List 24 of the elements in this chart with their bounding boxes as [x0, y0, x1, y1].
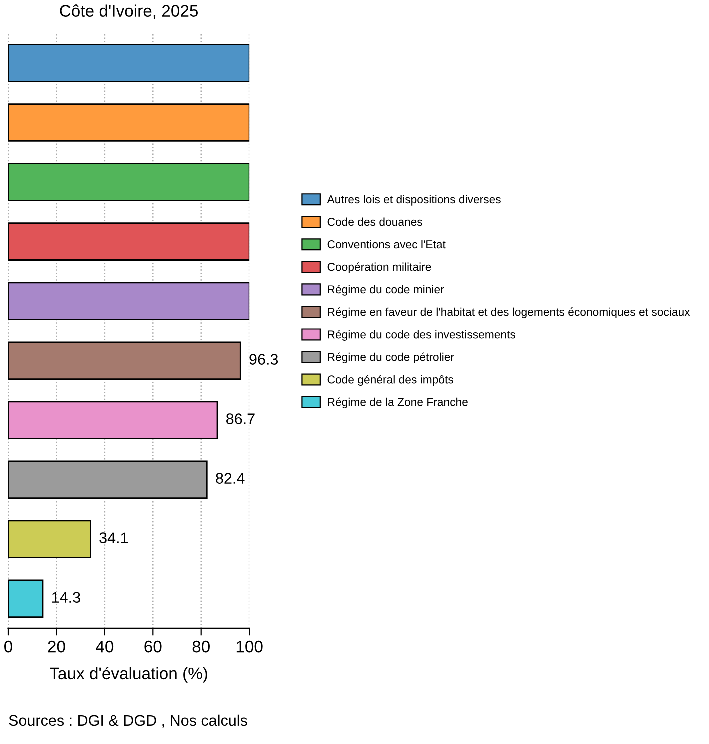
x-tick-label: 40: [96, 640, 114, 653]
x-tick-label: 0: [4, 640, 12, 653]
legend-label: Coopération militaire: [328, 262, 432, 274]
legend-label: Régime du code pétrolier: [328, 352, 454, 364]
legend-label: Code général des impôts: [328, 375, 454, 386]
legend-label: Régime de la Zone Franche: [328, 398, 468, 409]
legend-label: Régime du code minier: [328, 285, 444, 296]
legend-label: Régime du code des investissements: [328, 330, 516, 341]
chart-title: Côte d'Ivoire, 2025: [60, 4, 198, 19]
x-tick-label: 20: [48, 640, 66, 653]
legend-label: Régime en faveur de l'habitat et des logements économiques et sociaux: [328, 308, 690, 318]
text: 82.4: [216, 473, 245, 484]
legend-label: Conventions avec l'Etat: [328, 240, 446, 249]
x-tick-label: 100: [236, 640, 263, 653]
source-note: Sources : DGI & DGD , Nos calculs: [9, 714, 248, 728]
text: 86.7: [226, 414, 255, 424]
x-axis-title: Taux d'évaluation (%): [50, 667, 208, 683]
text: 96.3: [250, 354, 278, 365]
text: 34.1: [100, 532, 128, 544]
x-tick-label: 80: [192, 640, 210, 653]
legend-label: Code des douanes: [328, 218, 422, 226]
legend-label: Autres lois et dispositions diverses: [327, 195, 501, 206]
text: 14.3: [52, 592, 80, 604]
x-tick-label: 60: [144, 640, 162, 653]
